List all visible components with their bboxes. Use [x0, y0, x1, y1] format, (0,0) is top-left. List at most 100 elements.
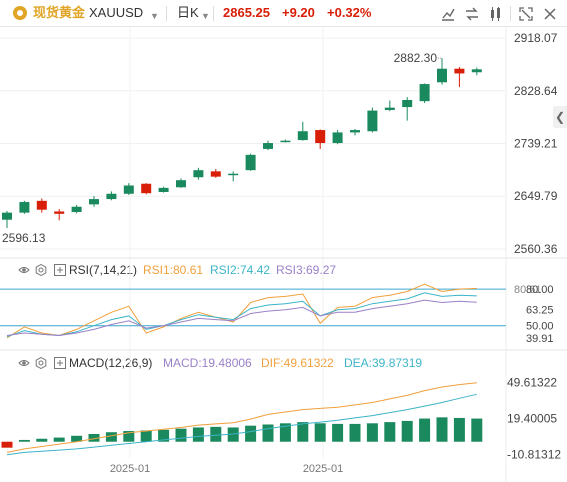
candle-body	[2, 212, 12, 220]
candle-body	[315, 130, 326, 144]
rsi-tick-label: 39.91	[526, 333, 554, 345]
macd-histogram-bar	[419, 418, 431, 442]
candle	[89, 196, 99, 207]
rsi-series-line	[6, 283, 477, 339]
timeframe-dropdown-icon[interactable]: ▼	[201, 11, 210, 21]
candle-body	[71, 206, 82, 213]
macd-histogram-bar	[140, 430, 152, 442]
indicators-icon[interactable]	[486, 4, 506, 23]
candle-body	[36, 200, 47, 210]
candle	[19, 200, 30, 214]
close-icon[interactable]	[540, 4, 560, 23]
draw-tool-icon[interactable]	[438, 4, 458, 23]
macd-histogram-bar	[436, 417, 448, 442]
price-change-percent: +0.32%	[327, 5, 372, 20]
symbol-toolbar: 现货黄金 XAUUSD ▼ 日K ▼ 2865.25 +9.20 +0.32%	[0, 0, 567, 27]
symbol-code[interactable]: XAUUSD	[89, 5, 144, 20]
candle	[210, 168, 221, 178]
timeframe-selector[interactable]: 日K	[177, 5, 199, 20]
expand-icon[interactable]	[54, 357, 66, 369]
rsi3-value: RSI3:69.27	[276, 263, 337, 277]
macd-histogram-bar	[158, 429, 170, 442]
candle-body	[419, 84, 430, 102]
candle	[471, 67, 482, 76]
candle-body	[89, 199, 99, 205]
low-price-label: 2596.13	[2, 231, 46, 245]
rsi-tick-label: 80.61	[514, 284, 542, 296]
macd-histogram-bar	[314, 423, 326, 442]
candle	[263, 140, 273, 151]
candle	[280, 139, 291, 143]
fullscreen-icon[interactable]	[516, 4, 536, 23]
symbol-name[interactable]: 现货黄金	[33, 5, 86, 20]
candle	[437, 58, 447, 85]
candle-body	[367, 110, 378, 132]
eye-icon[interactable]	[18, 357, 30, 369]
candle-body	[297, 131, 308, 141]
price-change: +9.20	[282, 5, 315, 20]
dea-value: DEA:39.87319	[344, 356, 423, 370]
candle-body	[437, 68, 447, 83]
macd-histogram-bar	[245, 425, 257, 442]
macd-histogram-bar	[88, 434, 100, 442]
price-tick-label: 2828.64	[514, 84, 558, 98]
candle	[384, 100, 395, 112]
rsi-series-line	[6, 299, 477, 337]
candle	[297, 121, 308, 141]
candle-body	[402, 99, 413, 108]
macd-histogram-bar	[36, 438, 48, 442]
divider	[166, 6, 167, 21]
last-price: 2865.25	[223, 5, 270, 20]
macd-tick-label: -10.81312	[507, 448, 561, 462]
macd-histogram-bar	[366, 423, 378, 442]
macd-histogram-bar	[297, 422, 309, 442]
rsi2-value: RSI2:74.42	[210, 263, 271, 277]
settings-icon[interactable]	[35, 263, 47, 277]
macd-title: MACD(12,26,9)	[69, 356, 153, 370]
macd-histogram-bar	[332, 423, 344, 442]
expand-icon[interactable]	[54, 264, 66, 276]
candle	[123, 183, 134, 195]
macd-histogram-bar	[1, 441, 13, 448]
chevron-left-icon[interactable]: ❮	[553, 106, 567, 128]
macd-histogram-bar	[401, 420, 413, 442]
candle	[228, 171, 239, 182]
macd-histogram-bar	[210, 426, 222, 442]
candle	[36, 198, 47, 213]
candle	[315, 129, 326, 149]
candle	[71, 204, 82, 214]
candle	[350, 128, 360, 136]
macd-histogram-bar	[453, 417, 465, 442]
macd-histogram-bar	[471, 418, 483, 442]
candle-body	[228, 173, 239, 176]
candle	[454, 66, 465, 87]
candle	[245, 153, 256, 171]
candle	[419, 83, 430, 103]
compare-icon[interactable]	[462, 4, 482, 23]
macd-series-line	[6, 382, 477, 453]
rsi-tick-label: 80.00	[526, 284, 554, 296]
macd-histogram-bar	[123, 431, 135, 442]
macd-histogram-bar	[349, 423, 361, 442]
dif-value: DIF:49.61322	[261, 356, 334, 370]
price-tick-label: 2649.79	[514, 189, 558, 203]
candle-body	[263, 143, 273, 149]
candle-body	[384, 107, 395, 111]
candle-body	[280, 140, 291, 143]
settings-icon[interactable]	[35, 356, 47, 370]
candle-body	[471, 69, 482, 73]
eye-icon[interactable]	[18, 264, 30, 276]
symbol-dropdown-icon[interactable]: ▼	[150, 11, 159, 21]
candle-body	[332, 132, 343, 144]
candle	[402, 97, 413, 121]
price-tick-label: 2739.21	[514, 137, 558, 151]
rsi1-value: RSI1:80.61	[143, 263, 204, 277]
candle-body	[176, 180, 186, 188]
candle-body	[19, 202, 30, 213]
price-tick-label: 2560.36	[514, 242, 558, 256]
macd-value: MACD:19.48006	[163, 356, 252, 370]
rsi-tick-label: 50.00	[526, 321, 554, 333]
macd-tick-label: 19.40005	[507, 412, 557, 426]
x-tick-label: 2025-01	[110, 463, 150, 475]
